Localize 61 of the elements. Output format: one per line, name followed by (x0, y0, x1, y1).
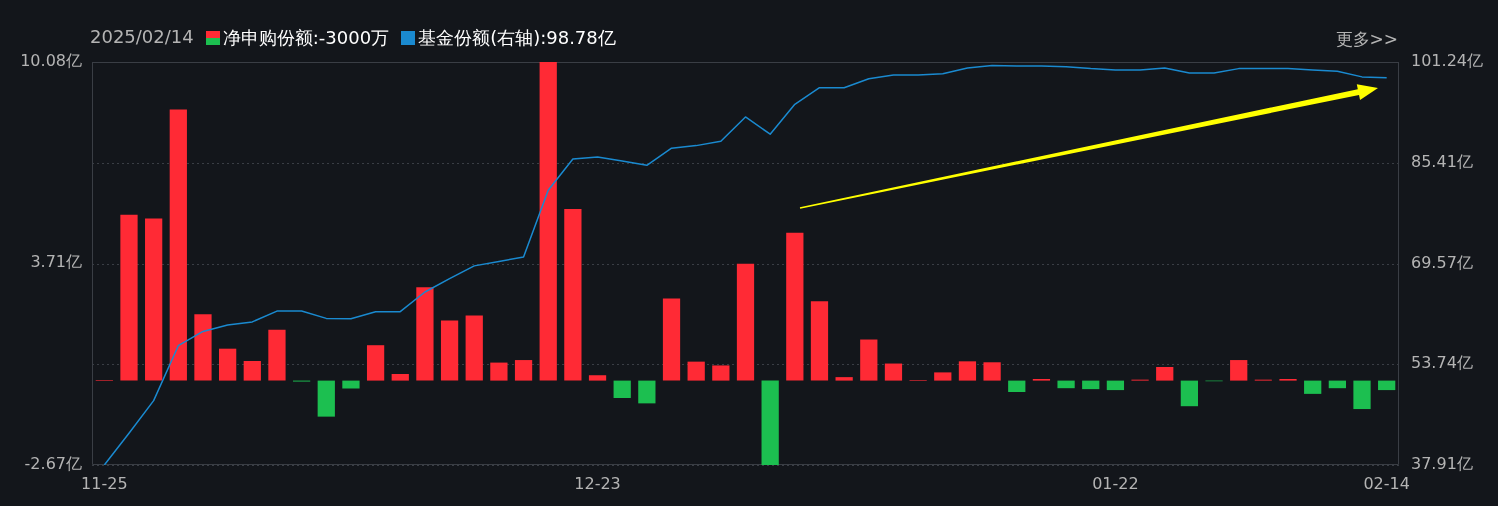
bar (761, 380, 779, 465)
bar (1230, 360, 1248, 381)
bar (366, 345, 385, 381)
bar (860, 339, 878, 381)
bar (958, 361, 977, 381)
bar (1008, 380, 1026, 392)
y-tick-label: 3.71亿 (30, 252, 82, 272)
bar (539, 62, 557, 381)
y2-tick-label: 53.74亿 (1411, 353, 1473, 373)
bar (712, 365, 730, 381)
x-tick-label: 12-23 (574, 473, 621, 493)
bar (1304, 380, 1322, 394)
bar (145, 218, 163, 381)
bar (194, 314, 212, 381)
bar (835, 377, 853, 381)
y-tick-label: 10.08亿 (20, 51, 82, 71)
bar (588, 375, 607, 381)
bar (786, 232, 804, 381)
bar (662, 298, 681, 381)
bar (268, 329, 286, 381)
bar (687, 361, 705, 381)
y2-tick-label: 37.91亿 (1411, 454, 1473, 474)
bar (514, 360, 533, 381)
bar (1057, 380, 1075, 389)
y2-tick-label: 85.41亿 (1411, 151, 1473, 171)
bar (1106, 380, 1125, 391)
bar (1353, 380, 1371, 410)
y2-tick-label: 101.24亿 (1411, 51, 1483, 71)
bar (1082, 380, 1100, 390)
bar (736, 263, 755, 381)
bar (1180, 380, 1199, 407)
bar (416, 287, 434, 381)
bar (243, 361, 261, 381)
bar (440, 320, 459, 381)
bar (219, 348, 237, 381)
bar (638, 380, 656, 404)
text: 更多>> (1335, 28, 1398, 51)
y2-tick-label: 69.57亿 (1411, 252, 1473, 272)
bar (810, 301, 829, 381)
x-tick-label: 01-22 (1092, 473, 1139, 493)
bar (564, 208, 582, 381)
bar (342, 380, 360, 389)
legend-label: 净申购份额:-3000万 (222, 27, 390, 48)
bar (317, 380, 335, 417)
y-tick-label: -2.67亿 (24, 454, 82, 474)
bar (169, 109, 187, 381)
bar (1156, 367, 1174, 381)
bar (391, 373, 409, 381)
x-tick-label: 11-25 (81, 473, 128, 493)
chart-title: 2025/02/14 (90, 26, 194, 49)
bar (1378, 380, 1396, 391)
x-tick-label: 02-14 (1363, 473, 1410, 493)
bar (983, 362, 1001, 381)
bar (490, 362, 508, 381)
bar (120, 214, 138, 381)
bar (613, 380, 631, 398)
bar (934, 372, 952, 381)
bar (1328, 380, 1346, 389)
bar (884, 363, 903, 381)
bar (465, 315, 483, 381)
legend-label: 基金份额(右轴):98.78亿 (418, 27, 616, 48)
